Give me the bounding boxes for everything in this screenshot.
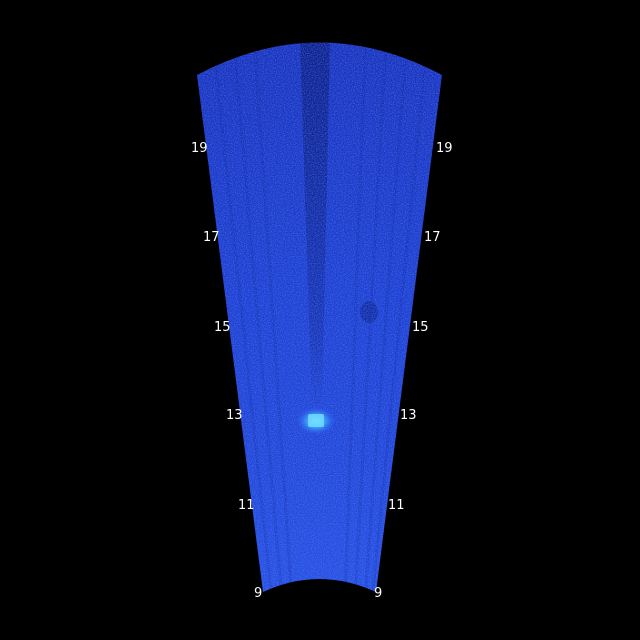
range-label-left: 15 — [214, 320, 231, 335]
range-label-left: 17 — [203, 230, 220, 245]
range-label-left: 19 — [191, 141, 208, 156]
target — [308, 414, 324, 427]
range-label-right: 11 — [388, 498, 405, 513]
range-label-left: 11 — [238, 498, 255, 513]
range-scale-left: 9 11 13 15 17 19 — [191, 141, 262, 601]
range-label-right: 17 — [424, 230, 441, 245]
range-label-right: 9 — [374, 586, 382, 601]
range-label-right: 19 — [436, 141, 453, 156]
range-label-right: 13 — [400, 408, 417, 423]
range-label-right: 15 — [412, 320, 429, 335]
range-label-left: 9 — [254, 586, 262, 601]
range-label-left: 13 — [226, 408, 243, 423]
range-scale-right: 9 11 13 15 17 19 — [374, 141, 453, 601]
